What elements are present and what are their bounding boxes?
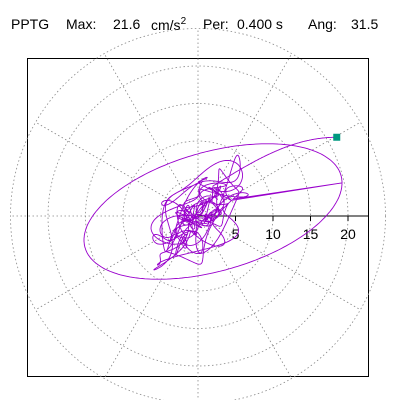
grid-spoke: [103, 53, 199, 217]
grid-circle: [10, 28, 386, 400]
period-label: Per:: [203, 16, 229, 32]
grid-spoke: [35, 215, 199, 311]
grid-spoke: [197, 215, 293, 379]
max-value: 21.6: [113, 16, 141, 32]
radial-tick-label: 10: [265, 226, 281, 242]
max-unit-exponent: 2: [180, 16, 187, 27]
max-label: Max:: [66, 16, 97, 32]
grid-spoke: [103, 215, 199, 379]
acceleration-orbit: [83, 136, 343, 280]
max-unit-base: cm/s: [151, 17, 181, 33]
end-marker: [333, 133, 341, 141]
angle-value: 31.5: [351, 16, 379, 32]
grid-spoke: [35, 121, 199, 217]
period-value: 0.400 s: [237, 16, 283, 32]
max-unit: cm/s2: [151, 16, 186, 33]
radial-tick-label: 20: [340, 226, 356, 242]
plot-header: PPTG Max: 21.6 cm/s2 Per: 0.400 s Ang: 3…: [0, 16, 400, 42]
plot-label: PPTG: [11, 16, 50, 32]
grid-spoke: [197, 215, 361, 311]
radial-tick-label: 15: [303, 226, 319, 242]
angle-label: Ang:: [308, 16, 337, 32]
radial-tick-label: 5: [232, 226, 240, 242]
radial-axis: 5 10 15 20: [198, 215, 368, 242]
grid-spoke: [197, 53, 293, 217]
